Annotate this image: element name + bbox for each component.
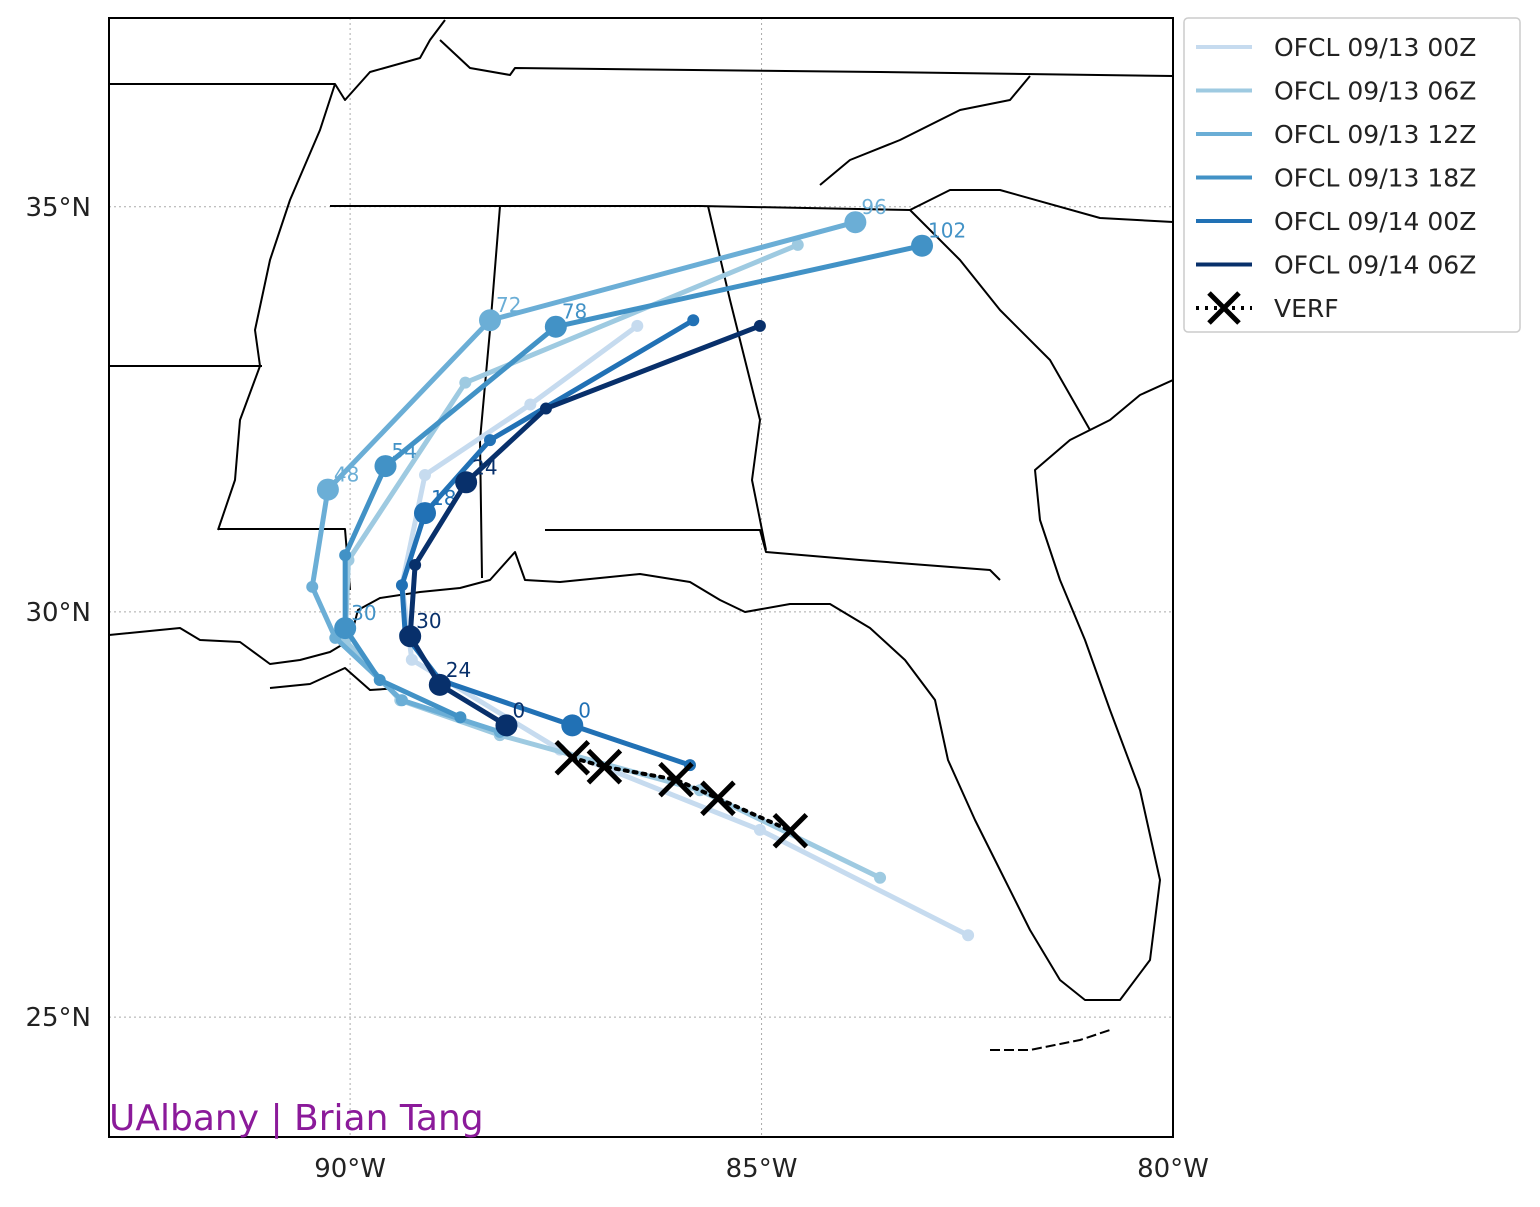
legend-label: OFCL 09/13 00Z bbox=[1274, 33, 1476, 62]
track-point bbox=[306, 580, 319, 593]
track-point bbox=[753, 319, 766, 332]
x-tick-label: 90°W bbox=[314, 1154, 386, 1184]
point-label: 96 bbox=[861, 195, 886, 219]
legend-box bbox=[1183, 17, 1521, 333]
track-point bbox=[753, 823, 766, 836]
legend-label: OFCL 09/13 18Z bbox=[1274, 164, 1476, 193]
track-point bbox=[561, 714, 584, 737]
track-point bbox=[962, 929, 975, 942]
point-label: 0 bbox=[512, 698, 525, 722]
track-point bbox=[483, 434, 496, 447]
track-point bbox=[911, 234, 934, 257]
y-tick-label: 25°N bbox=[25, 1003, 91, 1033]
legend-label: OFCL 09/14 00Z bbox=[1274, 207, 1476, 236]
track-point bbox=[413, 502, 436, 525]
track-point bbox=[478, 309, 501, 332]
state-border bbox=[819, 75, 1031, 186]
track-point bbox=[658, 761, 694, 798]
point-label: 0 bbox=[578, 698, 591, 722]
track-point bbox=[455, 471, 478, 494]
plot-frame bbox=[108, 17, 1174, 1138]
legend-label: OFCL 09/13 12Z bbox=[1274, 120, 1476, 149]
y-tick-label: 30°N bbox=[25, 598, 91, 628]
watermark: UAlbany | Brian Tang bbox=[109, 1098, 484, 1139]
track-line bbox=[399, 317, 696, 768]
track-point bbox=[405, 653, 418, 666]
state-border bbox=[545, 529, 1001, 581]
track-point bbox=[791, 238, 804, 251]
track-point bbox=[544, 315, 567, 338]
track-point bbox=[554, 740, 591, 776]
point-label: 102 bbox=[928, 219, 966, 243]
track-point bbox=[374, 455, 397, 478]
track-point bbox=[395, 694, 408, 707]
state-border bbox=[909, 209, 1091, 431]
axes: 90°W 85°W 80°W 25°N 30°N 35°N bbox=[25, 193, 1208, 1184]
track-point bbox=[418, 468, 431, 481]
track-point bbox=[459, 376, 472, 389]
point-label: 72 bbox=[496, 293, 521, 317]
legend-label: VERF bbox=[1274, 294, 1339, 323]
track-point bbox=[700, 780, 736, 817]
state-border bbox=[707, 205, 767, 551]
legend-marker bbox=[1207, 291, 1241, 325]
point-label: 78 bbox=[562, 300, 587, 324]
track-point bbox=[373, 674, 386, 687]
track-point bbox=[316, 478, 339, 501]
track-point bbox=[495, 714, 518, 737]
legend-label: OFCL 09/13 06Z bbox=[1274, 77, 1476, 106]
coastline bbox=[269, 667, 401, 691]
y-tick-label: 35°N bbox=[25, 193, 91, 223]
x-tick-label: 85°W bbox=[726, 1154, 798, 1184]
state-border bbox=[217, 83, 336, 531]
basemap bbox=[109, 19, 1173, 1051]
state-border bbox=[439, 39, 1173, 77]
track-point bbox=[524, 398, 537, 411]
legend-label: OFCL 09/14 06Z bbox=[1274, 251, 1476, 280]
point-label: 48 bbox=[334, 463, 359, 487]
track-point bbox=[409, 558, 422, 571]
point-label: 24 bbox=[472, 455, 497, 479]
track-point bbox=[428, 673, 451, 696]
track-point bbox=[874, 871, 887, 884]
track-point bbox=[454, 711, 467, 724]
track-point bbox=[334, 617, 357, 640]
track-point bbox=[772, 812, 809, 849]
track-point bbox=[844, 211, 867, 234]
track-point bbox=[339, 549, 352, 562]
state-border bbox=[330, 189, 1173, 223]
point-label: 54 bbox=[391, 439, 416, 463]
track-point bbox=[631, 319, 644, 332]
track-point bbox=[539, 402, 552, 415]
track-point bbox=[586, 748, 623, 785]
track-point bbox=[399, 625, 422, 648]
point-label: 30 bbox=[351, 601, 376, 625]
track-point bbox=[395, 579, 408, 592]
point-label: 24 bbox=[446, 658, 471, 682]
x-tick-label: 80°W bbox=[1137, 1154, 1209, 1184]
point-label: 30 bbox=[416, 609, 441, 633]
keys bbox=[990, 1029, 1111, 1051]
legend: OFCL 09/13 00Z OFCL 09/13 06Z OFCL 09/13 1… bbox=[1196, 33, 1476, 325]
track-point bbox=[687, 314, 700, 327]
